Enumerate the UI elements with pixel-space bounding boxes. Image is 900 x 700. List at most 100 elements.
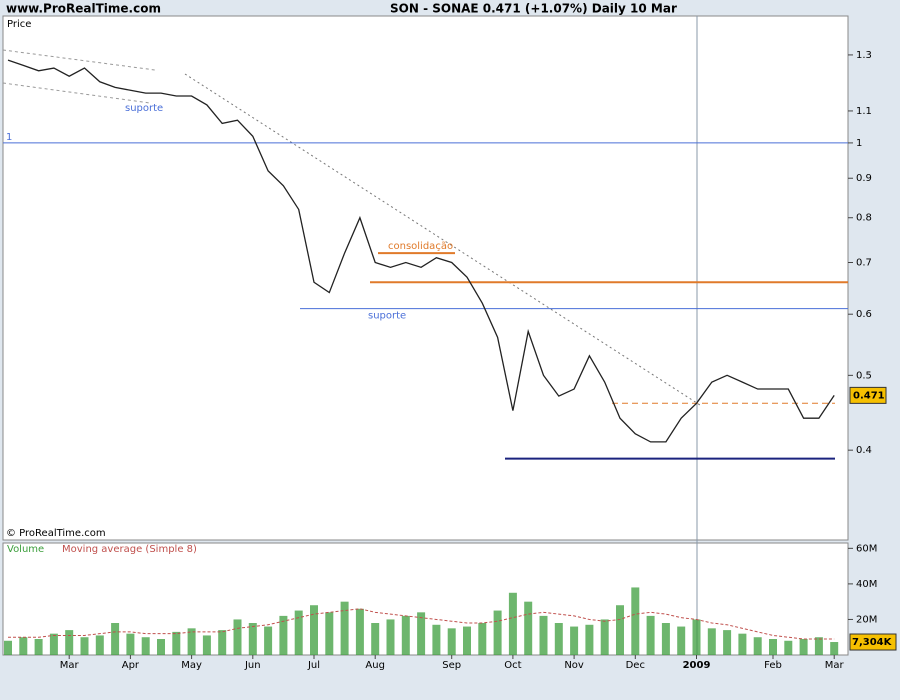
y-tick-label: 0.5: [856, 370, 872, 381]
volume-bar: [371, 623, 380, 655]
volume-bar: [707, 628, 716, 655]
volume-bar: [417, 612, 426, 655]
x-tick-label: Aug: [365, 660, 385, 671]
volume-bar: [65, 630, 74, 655]
volume-bar: [814, 637, 823, 655]
site: www.ProRealTime.com: [6, 2, 161, 16]
ma-label: Moving average (Simple 8): [62, 544, 197, 555]
volume-bar: [600, 619, 609, 655]
price-label: Price: [7, 19, 31, 30]
volume-bar: [738, 633, 747, 655]
y-tick-label: 20M: [856, 614, 877, 625]
ma-line: [8, 608, 835, 640]
volume-bar: [95, 635, 104, 655]
volume-bar: [432, 624, 441, 655]
y-tick-label: 0.9: [856, 173, 872, 184]
channel-line: [2, 49, 156, 71]
volume-bar: [233, 619, 242, 655]
volume-bar: [539, 615, 548, 655]
volume-panel: [2, 542, 849, 656]
volume-bar: [646, 615, 655, 655]
volume-bar: [386, 619, 395, 655]
quote: SON - SONAE 0.471 (+1.07%) Daily 10 Mar: [390, 2, 677, 16]
volume-bar: [248, 623, 257, 655]
volume-bar: [554, 623, 563, 655]
x-tick-label: May: [181, 660, 202, 671]
volume-bar: [631, 587, 640, 655]
volume-bar: [157, 639, 165, 655]
price-line: [7, 59, 835, 443]
x-tick-label: 2009: [683, 660, 711, 671]
volume-bar: [447, 628, 456, 655]
header-bar: [0, 0, 900, 16]
volume-bar: [310, 605, 318, 655]
y-tick-label: 0.7: [856, 258, 872, 269]
x-tick-label: Mar: [825, 660, 845, 671]
volume-bar: [508, 592, 517, 655]
volume-bar: [218, 630, 227, 655]
volume-bar: [279, 615, 288, 655]
volume-bar: [264, 626, 273, 655]
credit: © ProRealTime.com: [6, 528, 106, 539]
volume-bar: [570, 626, 579, 655]
volume-bar: [19, 637, 28, 655]
price-tag-label: 0.471: [853, 390, 885, 401]
volume-bar: [49, 633, 58, 655]
volume-bar: [126, 633, 135, 655]
volume-bar: [784, 640, 793, 655]
volume-bar: [723, 630, 732, 655]
y-tick-label: 0.6: [856, 309, 872, 320]
volume-bar: [799, 639, 808, 655]
x-tick-label: Jul: [307, 660, 320, 671]
annotation: suporte: [125, 103, 163, 114]
x-tick-label: Jun: [244, 660, 261, 671]
price-panel: [2, 15, 849, 541]
volume-bar: [401, 615, 410, 655]
volume-bar: [463, 626, 471, 655]
volume-label: Volume: [7, 544, 44, 555]
volume-bar: [294, 610, 303, 655]
x-tick-label: Nov: [564, 660, 584, 671]
volume-bar: [141, 637, 150, 655]
volume-bar: [677, 626, 686, 655]
x-tick-label: Oct: [504, 660, 521, 671]
level-label: 1: [6, 132, 12, 143]
level-label: suporte: [368, 311, 406, 322]
volume-bar: [355, 608, 364, 655]
y-tick-label: 60M: [856, 543, 877, 554]
x-tick-label: Sep: [442, 660, 461, 671]
volume-bar: [4, 640, 12, 655]
x-tick-label: Dec: [626, 660, 645, 671]
volume-bar: [202, 635, 211, 655]
y-tick-label: 1: [856, 138, 862, 149]
y-tick-label: 0.4: [856, 445, 872, 456]
volume-tag: [849, 633, 897, 651]
volume-bar: [493, 610, 502, 655]
y-tick-label: 1.3: [856, 50, 872, 61]
volume-bar: [340, 601, 349, 655]
channel-line: [2, 82, 151, 104]
level-label: consolidação: [388, 241, 453, 252]
trend-line: [184, 73, 701, 406]
volume-bar: [187, 628, 196, 655]
volume-bar: [34, 639, 43, 655]
y-tick-label: 0.8: [856, 213, 872, 224]
volume-bar: [172, 631, 181, 655]
volume-bar: [661, 623, 670, 655]
volume-bar: [830, 642, 839, 655]
volume-bar: [325, 612, 334, 655]
volume-bar: [80, 637, 89, 655]
price-tag: [849, 386, 887, 404]
volume-bar: [769, 639, 777, 655]
volume-tag-label: 7,304K: [852, 637, 893, 648]
volume-bar: [753, 637, 762, 655]
volume-bar: [692, 619, 701, 655]
volume-bar: [111, 623, 120, 655]
y-tick-label: 40M: [856, 579, 877, 590]
x-tick-label: Feb: [764, 660, 782, 671]
volume-bar: [524, 601, 533, 655]
y-tick-label: 1.1: [856, 106, 872, 117]
x-tick-label: Apr: [122, 660, 140, 671]
